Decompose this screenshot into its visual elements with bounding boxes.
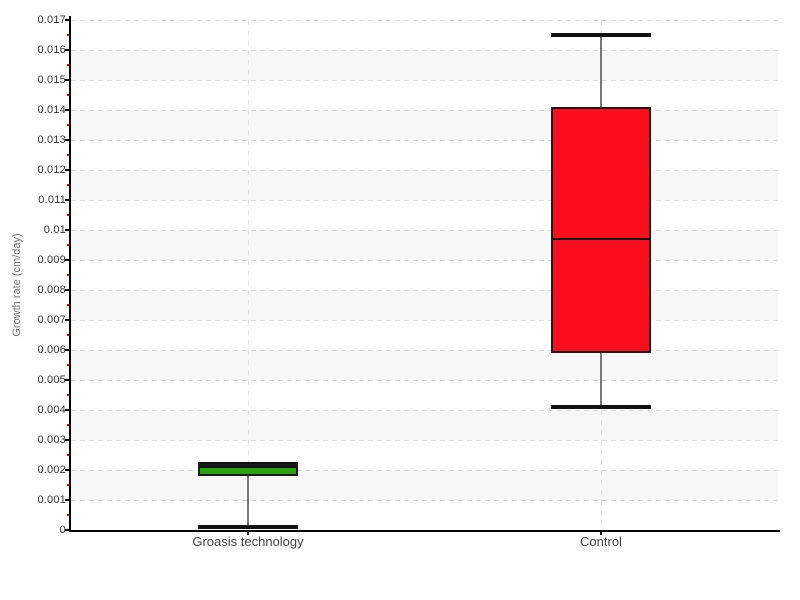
y-major-tick (65, 199, 70, 201)
y-tick-label: 0 (59, 524, 66, 536)
y-major-tick (65, 19, 70, 21)
y-major-tick (65, 349, 70, 351)
horizontal-gridline (71, 140, 778, 141)
y-major-tick (65, 139, 70, 141)
y-major-tick (65, 409, 70, 411)
y-major-tick (65, 259, 70, 261)
y-major-tick (65, 319, 70, 321)
x-tick (600, 532, 602, 535)
y-major-tick (65, 79, 70, 81)
plot-band (71, 410, 778, 440)
y-tick-label: 0.012 (37, 164, 66, 176)
y-tick-label: 0.013 (37, 134, 66, 146)
y-tick-label: 0.003 (37, 434, 66, 446)
horizontal-gridline (71, 500, 778, 501)
plot-band (71, 170, 778, 200)
plot-band (71, 470, 778, 500)
x-axis-label: Groasis technology (192, 534, 304, 549)
y-tick-label: 0.015 (37, 74, 66, 86)
horizontal-gridline (71, 20, 778, 21)
y-major-tick (65, 229, 70, 231)
whisker-cap (551, 405, 651, 409)
y-tick-label: 0.007 (37, 314, 66, 326)
y-tick-label: 0.009 (37, 254, 66, 266)
y-tick-label: 0.004 (37, 404, 66, 416)
whisker-cap (198, 525, 298, 529)
median-line (200, 466, 296, 468)
y-tick-label: 0.017 (37, 14, 66, 26)
horizontal-gridline (71, 380, 778, 381)
whisker-cap (551, 33, 651, 37)
plot-band (71, 110, 778, 140)
y-major-tick (65, 109, 70, 111)
plot-band (71, 230, 778, 260)
y-major-tick (65, 469, 70, 471)
horizontal-gridline (71, 200, 778, 201)
y-major-tick (65, 169, 70, 171)
plot-band (71, 350, 778, 380)
plot-band (71, 290, 778, 320)
x-axis-label: Control (580, 534, 622, 549)
horizontal-gridline (71, 350, 778, 351)
box-control (551, 107, 651, 353)
y-tick-label: 0.002 (37, 464, 66, 476)
horizontal-gridline (71, 260, 778, 261)
x-axis-line (69, 530, 780, 532)
y-major-tick (65, 49, 70, 51)
y-major-tick (65, 499, 70, 501)
whisker-stem (247, 464, 249, 527)
y-tick-label: 0.011 (38, 194, 66, 206)
horizontal-gridline (71, 410, 778, 411)
y-axis-line (69, 16, 71, 532)
y-major-tick (65, 439, 70, 441)
y-tick-label: 0.006 (37, 344, 66, 356)
horizontal-gridline (71, 230, 778, 231)
y-tick-label: 0.008 (37, 284, 66, 296)
plot-band (71, 50, 778, 80)
x-tick (247, 532, 249, 535)
horizontal-gridline (71, 80, 778, 81)
horizontal-gridline (71, 470, 778, 471)
horizontal-gridline (71, 440, 778, 441)
horizontal-gridline (71, 290, 778, 291)
horizontal-gridline (71, 320, 778, 321)
vertical-gridline (248, 20, 249, 530)
y-tick-label: 0.016 (37, 44, 66, 56)
y-major-tick (65, 379, 70, 381)
y-tick-label: 0.01 (43, 224, 66, 236)
horizontal-gridline (71, 170, 778, 171)
median-line (553, 238, 649, 240)
horizontal-gridline (71, 50, 778, 51)
y-tick-label: 0.001 (37, 494, 66, 506)
horizontal-gridline (71, 110, 778, 111)
y-tick-label: 0.014 (37, 104, 66, 116)
y-tick-label: 0.005 (37, 374, 66, 386)
y-major-tick (65, 289, 70, 291)
y-major-tick (65, 529, 70, 531)
